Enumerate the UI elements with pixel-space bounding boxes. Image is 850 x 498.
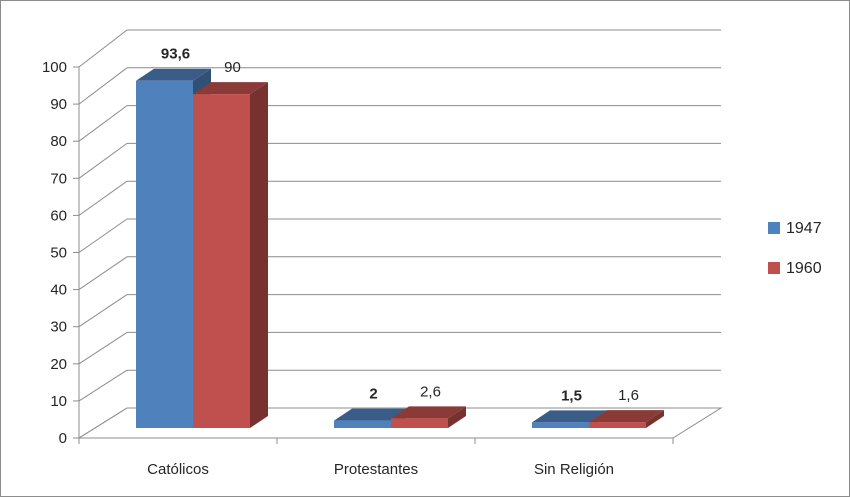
legend-label: 1960 — [786, 260, 822, 277]
data-label: 1,6 — [618, 387, 639, 404]
x-tick-label: Católicos — [147, 461, 209, 478]
bar-1960 — [391, 418, 448, 428]
x-tick-label: Protestantes — [334, 461, 418, 478]
y-tick-label: 80 — [50, 133, 67, 150]
y-tick-label: 100 — [42, 59, 67, 76]
y-tick-label: 90 — [50, 96, 67, 113]
legend-swatch-1947 — [768, 222, 780, 234]
data-label: 90 — [224, 59, 241, 76]
data-label: 2 — [369, 386, 377, 403]
data-label: 1,5 — [561, 387, 582, 404]
bar-1947 — [334, 420, 391, 428]
y-tick-label: 40 — [50, 282, 67, 299]
x-tick-label: Sin Religión — [534, 461, 614, 478]
legend-label: 1947 — [786, 220, 822, 237]
y-tick-label: 30 — [50, 319, 67, 336]
bar-1960 — [589, 422, 646, 428]
bar-1960 — [193, 94, 250, 428]
side-gridline — [78, 331, 128, 365]
y-tick-label: 50 — [50, 245, 67, 262]
y-tick-label: 60 — [50, 207, 67, 224]
side-gridline — [78, 67, 128, 105]
data-label: 2,6 — [420, 383, 441, 400]
bar-top-1960 — [391, 406, 466, 419]
side-gridline — [78, 180, 128, 216]
side-gridline — [78, 142, 128, 179]
side-gridline — [78, 369, 128, 402]
bar-top-1960 — [589, 410, 664, 423]
data-label: 93,6 — [161, 46, 190, 63]
bar-top-1947 — [532, 410, 607, 423]
side-gridline — [78, 256, 128, 291]
side-gridline — [78, 105, 128, 142]
side-gridline — [78, 29, 128, 68]
bar-side-1960 — [646, 410, 664, 428]
y-tick-label: 10 — [50, 393, 67, 410]
y-tick-label: 70 — [50, 170, 67, 187]
bar-1947 — [136, 80, 193, 428]
bar-top-1947 — [334, 408, 409, 421]
legend-swatch-1960 — [768, 262, 780, 274]
bar-side-1960 — [448, 406, 466, 428]
side-gridline — [78, 294, 128, 328]
y-tick-label: 20 — [50, 356, 67, 373]
bar-top-1947 — [136, 68, 211, 81]
side-gridline — [78, 218, 128, 253]
bar-side-1960 — [250, 82, 268, 428]
bar-top-1960 — [193, 82, 268, 95]
bar-1947 — [532, 422, 589, 428]
y-tick-label: 0 — [59, 430, 67, 447]
